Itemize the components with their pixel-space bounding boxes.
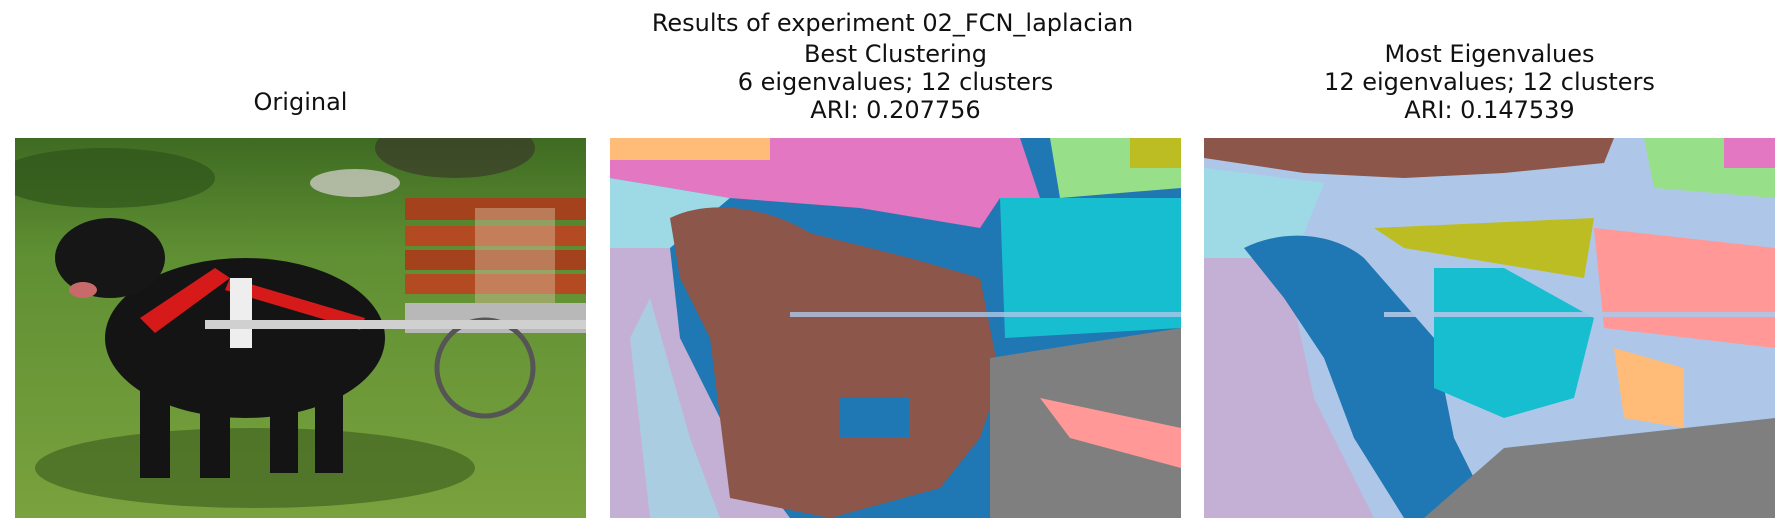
figure-title: Results of experiment 02_FCN_laplacian	[651, 9, 1134, 37]
panel-title-line: 12 eigenvalues; 12 clusters	[1324, 68, 1655, 96]
panel-best-clustering: Best Clustering 6 eigenvalues; 12 cluste…	[610, 0, 1181, 532]
panel-title-best: Best Clustering 6 eigenvalues; 12 cluste…	[610, 40, 1181, 124]
panel-title-line: Original	[253, 88, 348, 116]
panel-title-line: ARI: 0.207756	[810, 96, 981, 124]
panel-title-line: ARI: 0.147539	[1404, 96, 1575, 124]
panel-title-line: 6 eigenvalues; 12 clusters	[737, 68, 1054, 96]
panel-most-eigenvalues: Most Eigenvalues 12 eigenvalues; 12 clus…	[1204, 0, 1775, 532]
panel-title-line: Best Clustering	[803, 40, 988, 68]
cluster-map-most	[1204, 138, 1775, 518]
cluster-map-best	[610, 138, 1181, 518]
panel-title-most: Most Eigenvalues 12 eigenvalues; 12 clus…	[1204, 40, 1775, 124]
panel-original: Original	[15, 0, 586, 532]
panel-title-original: Original	[15, 88, 586, 116]
panel-title-line: Most Eigenvalues	[1384, 40, 1595, 68]
original-photo	[15, 138, 586, 518]
